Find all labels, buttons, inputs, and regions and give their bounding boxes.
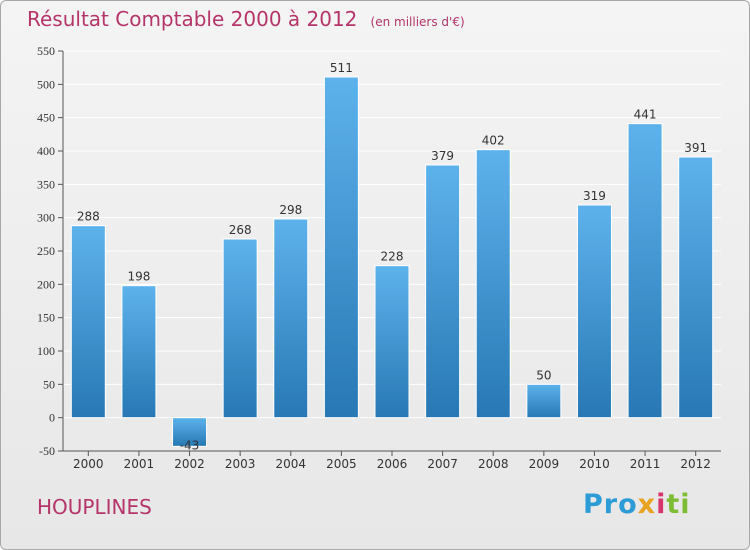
chart-title: Résultat Comptable 2000 à 2012 (en milli… [27,7,465,31]
y-tick-label: 450 [37,111,55,125]
y-tick-label: 50 [43,377,55,391]
bar [627,123,663,419]
y-tick-label: 350 [37,177,55,191]
x-tick-label: 2000 [73,457,104,471]
y-tick-label: -50 [39,444,55,458]
y-tick-label: 250 [37,244,55,258]
bar-value-label: 268 [229,223,252,237]
bar-value-label: 298 [279,203,302,217]
bar [273,218,309,419]
x-tick-label: 2005 [326,457,357,471]
bar [678,156,714,419]
y-tick-label: 100 [37,344,55,358]
proxiti-logo[interactable]: Proxiti [583,489,691,520]
x-tick-label: 2008 [478,457,509,471]
bar [475,149,511,419]
x-tick-label: 2010 [579,457,610,471]
bar [576,204,612,419]
bar-value-label: 379 [431,149,454,163]
x-tick-label: 2009 [529,457,560,471]
chart-title-main: Résultat Comptable 2000 à 2012 [27,7,358,31]
place-name: HOUPLINES [37,495,152,519]
bar [172,417,208,447]
bar [374,265,410,419]
bar-value-label: 198 [127,270,150,284]
y-tick-label: 400 [37,144,55,158]
x-tick-label: 2002 [174,457,205,471]
bar-value-label: 319 [583,189,606,203]
bar-value-label: -43 [180,438,200,452]
bar-value-label: 391 [684,141,707,155]
bar [323,76,359,419]
y-tick-label: 300 [37,211,55,225]
x-tick-label: 2012 [680,457,711,471]
x-tick-label: 2006 [377,457,408,471]
y-tick-label: 0 [49,411,55,425]
x-tick-label: 2001 [124,457,155,471]
chart-title-unit: (en milliers d'€) [370,15,465,29]
y-tick-label: 200 [37,277,55,291]
bar [70,225,106,419]
bar [222,238,258,419]
bar [121,285,157,419]
bar [526,383,562,419]
y-tick-label: 150 [37,311,55,325]
bar-value-label: 228 [381,250,404,264]
bar-value-label: 402 [482,134,505,148]
x-tick-label: 2007 [427,457,458,471]
x-tick-label: 2011 [630,457,661,471]
y-tick-label: 500 [37,77,55,91]
bar-value-label: 50 [536,368,551,382]
bar-value-label: 288 [77,210,100,224]
bar-value-label: 511 [330,61,353,75]
x-tick-label: 2004 [275,457,306,471]
x-tick-label: 2003 [225,457,256,471]
y-tick-label: 550 [37,44,55,58]
bar [425,164,461,419]
bar-value-label: 441 [634,108,657,122]
